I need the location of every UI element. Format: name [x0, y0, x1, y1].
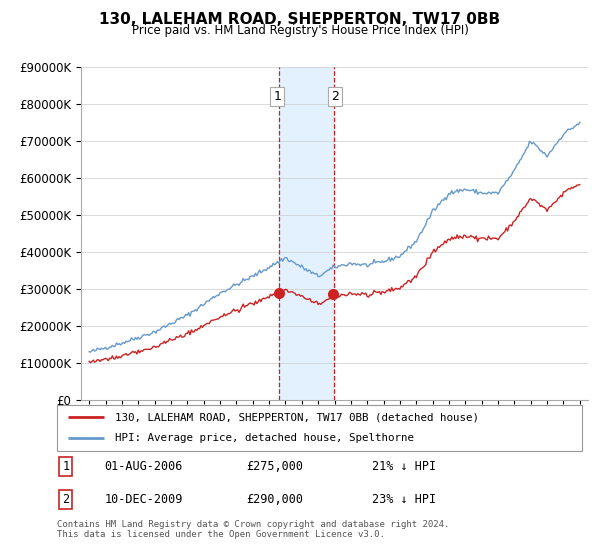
Text: 21% ↓ HPI: 21% ↓ HPI: [372, 460, 436, 473]
Text: 130, LALEHAM ROAD, SHEPPERTON, TW17 0BB (detached house): 130, LALEHAM ROAD, SHEPPERTON, TW17 0BB …: [115, 412, 479, 422]
Text: £275,000: £275,000: [246, 460, 303, 473]
Text: £290,000: £290,000: [246, 493, 303, 506]
Bar: [278, 67, 334, 400]
Text: 10-DEC-2009: 10-DEC-2009: [104, 493, 182, 506]
Text: 01-AUG-2006: 01-AUG-2006: [104, 460, 182, 473]
Text: Price paid vs. HM Land Registry's House Price Index (HPI): Price paid vs. HM Land Registry's House …: [131, 24, 469, 37]
FancyBboxPatch shape: [57, 405, 582, 451]
Text: Contains HM Land Registry data © Crown copyright and database right 2024.
This d: Contains HM Land Registry data © Crown c…: [57, 520, 449, 539]
Text: 1: 1: [62, 460, 70, 473]
Text: 2: 2: [62, 493, 70, 506]
Text: HPI: Average price, detached house, Spelthorne: HPI: Average price, detached house, Spel…: [115, 433, 414, 444]
Text: 2: 2: [331, 90, 339, 103]
Text: 1: 1: [274, 90, 281, 103]
Text: 130, LALEHAM ROAD, SHEPPERTON, TW17 0BB: 130, LALEHAM ROAD, SHEPPERTON, TW17 0BB: [100, 12, 500, 27]
Text: 23% ↓ HPI: 23% ↓ HPI: [372, 493, 436, 506]
